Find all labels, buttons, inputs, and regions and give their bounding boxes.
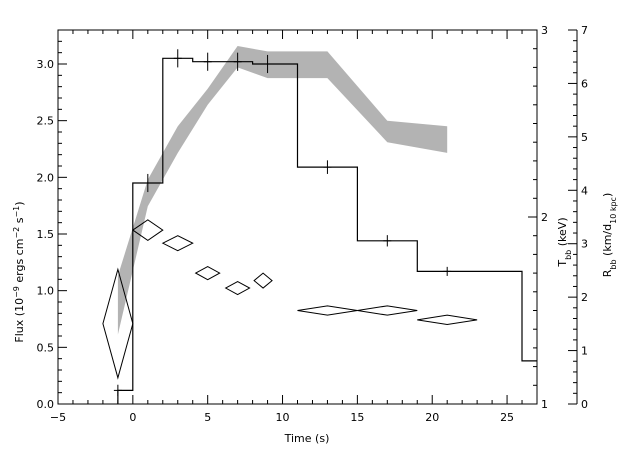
temperature-diamond <box>357 305 418 316</box>
temperature-diamond <box>102 267 134 380</box>
y-tick-label-left: 2.5 <box>37 115 55 128</box>
flux-error-bar <box>383 235 392 247</box>
axes-layer: −5 0 5 10 15 20 25 0.0 0.5 1.0 1.5 2.0 2.5 3.0 1 2 3 0 1 2 3… <box>37 24 589 424</box>
x-tick-label: 25 <box>500 411 514 424</box>
y-tick-label-kT: 2 <box>541 211 548 224</box>
flux-error-bar <box>323 160 332 174</box>
y-tick-label-left: 1.5 <box>37 228 55 241</box>
flux-error-bar <box>113 384 122 397</box>
y-tick-label-R: 6 <box>581 77 588 90</box>
y-axis-title-kT: Tbb (keV) <box>556 217 573 267</box>
flux-error-bar <box>143 173 152 193</box>
temperature-diamond <box>253 272 273 289</box>
y-axis-title-left: Flux (10−9 ergs cm−2 s−1) <box>12 201 27 342</box>
temperature-diamond <box>297 305 358 316</box>
x-tick-label: −5 <box>50 411 66 424</box>
x-tick-label: 0 <box>129 411 136 424</box>
y-tick-label-left: 3.0 <box>37 58 55 71</box>
y-tick-label-R: 1 <box>581 345 588 358</box>
y-tick-label-left: 0.0 <box>37 398 55 411</box>
x-axis-title: Time (s) <box>284 432 330 445</box>
y-tick-label-R: 7 <box>581 24 588 37</box>
flux-histogram-layer <box>117 57 537 405</box>
flux-error-bar <box>263 54 272 74</box>
flux-histogram <box>117 57 537 405</box>
flux-error-bars-layer <box>113 49 452 397</box>
flux-error-bar <box>233 52 242 71</box>
flux-error-bar <box>443 266 452 276</box>
radius-band-layer <box>117 46 448 335</box>
temperature-diamond <box>161 235 194 252</box>
x-tick-label: 15 <box>350 411 364 424</box>
x-tick-label: 5 <box>204 411 211 424</box>
y-tick-label-R: 4 <box>581 184 588 197</box>
flux-error-bar <box>203 52 212 71</box>
y-tick-label-R: 0 <box>581 398 588 411</box>
y-tick-label-left: 2.0 <box>37 171 55 184</box>
temperature-diamond <box>194 265 221 281</box>
x-tick-label: 20 <box>425 411 439 424</box>
y-tick-label-kT: 3 <box>541 24 548 37</box>
y-tick-label-kT: 1 <box>541 398 548 411</box>
y-tick-label-R: 5 <box>581 131 588 144</box>
temperature-diamond <box>417 314 478 326</box>
radius-band <box>117 46 448 335</box>
temperature-diamond <box>224 280 251 296</box>
x-tick-label: 10 <box>276 411 290 424</box>
temperature-diamond <box>131 219 164 241</box>
y-axis-title-R: Rbb (km/d10 kpc) <box>601 193 618 278</box>
y-tick-label-R: 2 <box>581 291 588 304</box>
y-tick-label-R: 3 <box>581 238 588 251</box>
y-tick-label-left: 0.5 <box>37 341 55 354</box>
flux-error-bar <box>173 49 182 68</box>
y-tick-label-left: 1.0 <box>37 285 55 298</box>
temperature-diamonds-layer <box>102 219 478 380</box>
